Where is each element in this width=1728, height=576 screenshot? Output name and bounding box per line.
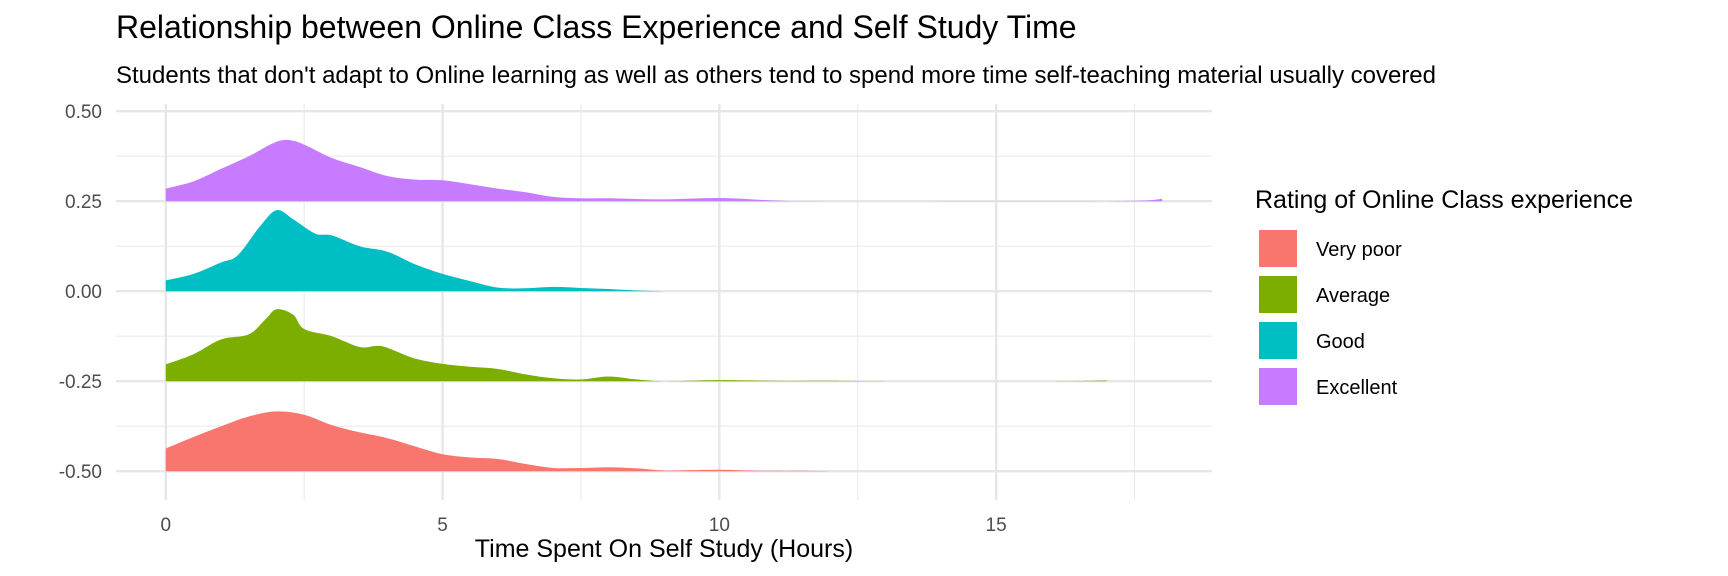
legend-label: Excellent xyxy=(1316,377,1398,399)
y-tick-label: 0.50 xyxy=(65,102,102,123)
y-axis-tick-labels: -0.50 -0.25 0.00 0.25 0.50 xyxy=(59,102,102,483)
x-tick-label: 5 xyxy=(437,515,448,536)
ridge-excellent xyxy=(165,139,1163,202)
legend-swatch xyxy=(1259,230,1297,267)
legend-swatch xyxy=(1259,322,1297,359)
ridge-very-poor xyxy=(165,411,831,472)
x-tick-label: 10 xyxy=(709,515,730,536)
legend: Rating of Online Class experience Very p… xyxy=(1255,186,1633,405)
y-tick-label: -0.25 xyxy=(59,372,102,393)
legend-swatch xyxy=(1259,276,1297,313)
legend-label: Average xyxy=(1316,285,1390,307)
x-axis-title: Time Spent On Self Study (Hours) xyxy=(475,535,853,563)
chart-title: Relationship between Online Class Experi… xyxy=(116,9,1077,45)
legend-label: Good xyxy=(1316,331,1365,353)
y-tick-label: 0.00 xyxy=(65,282,102,303)
x-tick-label: 0 xyxy=(161,515,172,536)
x-axis-tick-labels: 0 5 10 15 xyxy=(161,515,1007,536)
legend-label: Very poor xyxy=(1316,239,1402,261)
chart-subtitle: Students that don't adapt to Online lear… xyxy=(116,62,1436,89)
density-ridges xyxy=(165,139,1163,472)
y-tick-label: -0.50 xyxy=(59,462,102,483)
x-tick-label: 15 xyxy=(986,515,1007,536)
ridge-average xyxy=(165,309,1107,382)
ridge-good xyxy=(165,210,720,292)
legend-swatch xyxy=(1259,368,1297,405)
legend-title: Rating of Online Class experience xyxy=(1255,186,1633,214)
y-tick-label: 0.25 xyxy=(65,192,102,213)
